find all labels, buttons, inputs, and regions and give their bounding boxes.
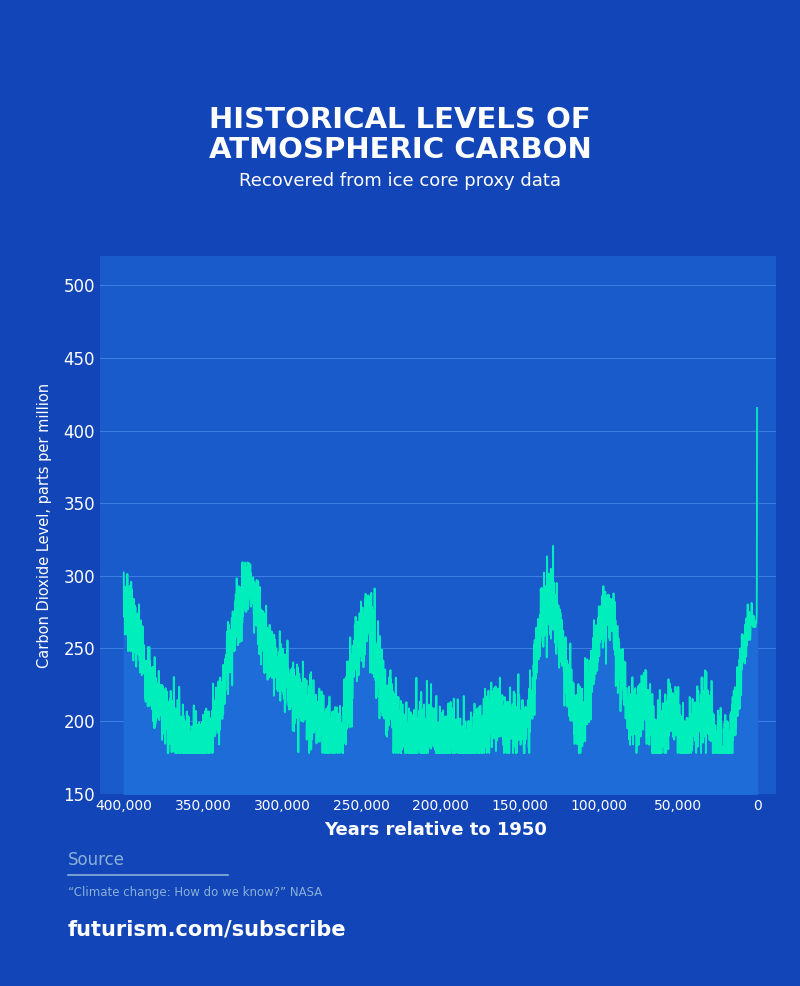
Text: Recovered from ice core proxy data: Recovered from ice core proxy data [239,173,561,190]
Text: HISTORICAL LEVELS OF: HISTORICAL LEVELS OF [209,106,591,134]
Text: Source: Source [68,851,125,869]
Text: “Climate change: How do we know?” NASA: “Climate change: How do we know?” NASA [68,885,322,899]
Text: Futurism: Futurism [331,33,469,60]
Y-axis label: Carbon Dioxide Level, parts per million: Carbon Dioxide Level, parts per million [38,383,53,668]
Text: ATMOSPHERIC CARBON: ATMOSPHERIC CARBON [209,136,591,164]
Text: futurism.com/subscribe: futurism.com/subscribe [68,920,346,940]
Text: Years relative to 1950: Years relative to 1950 [325,821,547,839]
